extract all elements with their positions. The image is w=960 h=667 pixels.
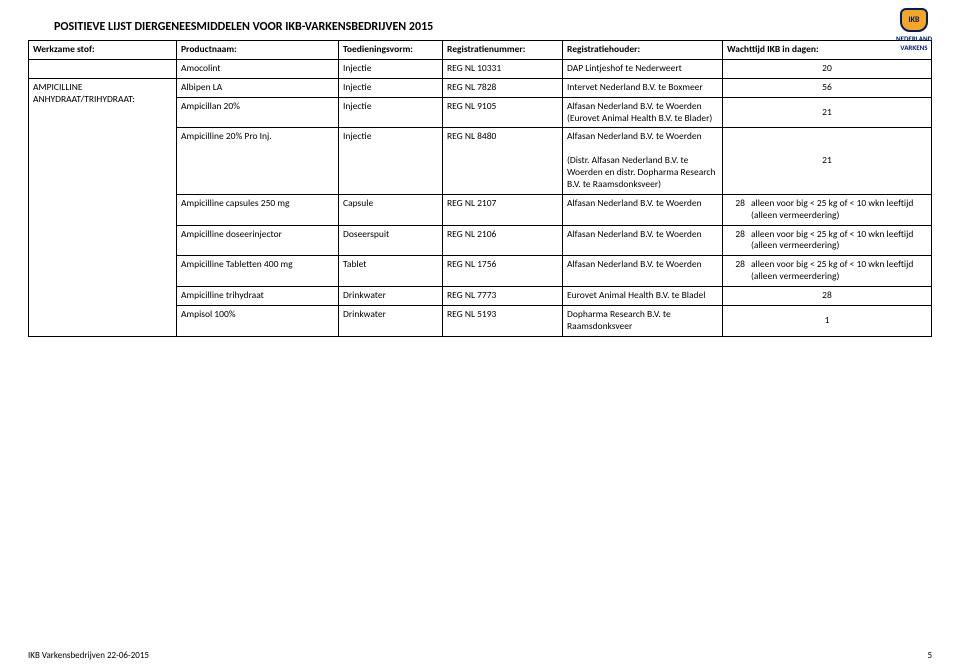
table-cell-wacht: 20: [723, 59, 932, 78]
logo-line2: VARKENS: [896, 43, 932, 52]
table-cell: REG NL 1756: [443, 256, 563, 287]
table-cell: Dopharma Research B.V. te Raamsdonksveer: [563, 305, 723, 336]
table-cell: Ampicilline 20% Pro Inj.: [177, 128, 339, 194]
table-cell: Injectie: [339, 78, 443, 97]
logo-shield-text: IKB: [908, 15, 919, 25]
table-cell: Alfasan Nederland B.V. te Woerden (Eurov…: [563, 97, 723, 128]
th-vorm: Toedieningsvorm:: [339, 41, 443, 60]
table-cell: Tablet: [339, 256, 443, 287]
table-cell: Injectie: [339, 97, 443, 128]
table-cell-wacht: 28alleen voor big < 25 kg of < 10 wkn le…: [723, 194, 932, 225]
page-footer: IKB Varkensbedrijven 22-06-2015 5: [28, 650, 932, 661]
table-cell: REG NL 2107: [443, 194, 563, 225]
table-cell-wacht: 56: [723, 78, 932, 97]
table-cell: Capsule: [339, 194, 443, 225]
table-row: AmocolintInjectieREG NL 10331DAP Lintjes…: [29, 59, 932, 78]
table-cell: Alfasan Nederland B.V. te Woerden: [563, 256, 723, 287]
table-cell: Ampicilline Tabletten 400 mg: [177, 256, 339, 287]
medicines-table: Werkzame stof: Productnaam: Toedieningsv…: [28, 40, 932, 337]
table-cell-wacht: 21: [723, 97, 932, 128]
th-houder: Registratiehouder:: [563, 41, 723, 60]
table-cell: [29, 59, 177, 78]
table-cell: Ampicilline capsules 250 mg: [177, 194, 339, 225]
table-cell-wacht: 28: [723, 287, 932, 306]
table-cell-wacht: 21: [723, 128, 932, 194]
footer-right: 5: [927, 650, 932, 661]
table-cell: REG NL 8480: [443, 128, 563, 194]
th-stof: Werkzame stof:: [29, 41, 177, 60]
table-cell: Ampicilline trihydraat: [177, 287, 339, 306]
table-cell: REG NL 2106: [443, 225, 563, 256]
table-cell: Injectie: [339, 128, 443, 194]
brand-logo: IKB NEDERLAND VARKENS: [896, 8, 932, 52]
table-cell: REG NL 7773: [443, 287, 563, 306]
table-cell: Eurovet Animal Health B.V. te Bladel: [563, 287, 723, 306]
table-cell-wacht: 1: [723, 305, 932, 336]
table-cell: Drinkwater: [339, 305, 443, 336]
th-reg: Registratienummer:: [443, 41, 563, 60]
page-title: POSITIEVE LIJST DIERGENEESMIDDELEN VOOR …: [28, 20, 932, 34]
table-cell-wacht: 28alleen voor big < 25 kg of < 10 wkn le…: [723, 225, 932, 256]
logo-line1: NEDERLAND: [896, 34, 932, 43]
table-cell: Amocolint: [177, 59, 339, 78]
table-cell: REG NL 10331: [443, 59, 563, 78]
table-cell: Alfasan Nederland B.V. te Woerden: [563, 194, 723, 225]
table-cell: Ampicillan 20%: [177, 97, 339, 128]
table-cell: Alfasan Nederland B.V. te Woerden: [563, 225, 723, 256]
table-cell: Ampicilline doseerinjector: [177, 225, 339, 256]
table-row: AMPICILLINE ANHYDRAAT/TRIHYDRAAT:Albipen…: [29, 78, 932, 97]
table-cell: REG NL 9105: [443, 97, 563, 128]
table-cell: Doseerspuit: [339, 225, 443, 256]
table-body: AmocolintInjectieREG NL 10331DAP Lintjes…: [29, 59, 932, 336]
table-cell: Albipen LA: [177, 78, 339, 97]
table-cell: REG NL 5193: [443, 305, 563, 336]
table-cell: Drinkwater: [339, 287, 443, 306]
table-cell: Injectie: [339, 59, 443, 78]
table-cell: DAP Lintjeshof te Nederweert: [563, 59, 723, 78]
logo-shield-icon: IKB: [900, 8, 928, 32]
footer-left: IKB Varkensbedrijven 22-06-2015: [28, 650, 149, 661]
table-cell: Ampisol 100%: [177, 305, 339, 336]
table-cell: Intervet Nederland B.V. te Boxmeer: [563, 78, 723, 97]
table-cell: REG NL 7828: [443, 78, 563, 97]
table-header: Werkzame stof: Productnaam: Toedieningsv…: [29, 41, 932, 60]
table-cell: Alfasan Nederland B.V. te Woerden (Distr…: [563, 128, 723, 194]
table-cell-wacht: 28alleen voor big < 25 kg of < 10 wkn le…: [723, 256, 932, 287]
th-product: Productnaam:: [177, 41, 339, 60]
table-cell: AMPICILLINE ANHYDRAAT/TRIHYDRAAT:: [29, 78, 177, 336]
